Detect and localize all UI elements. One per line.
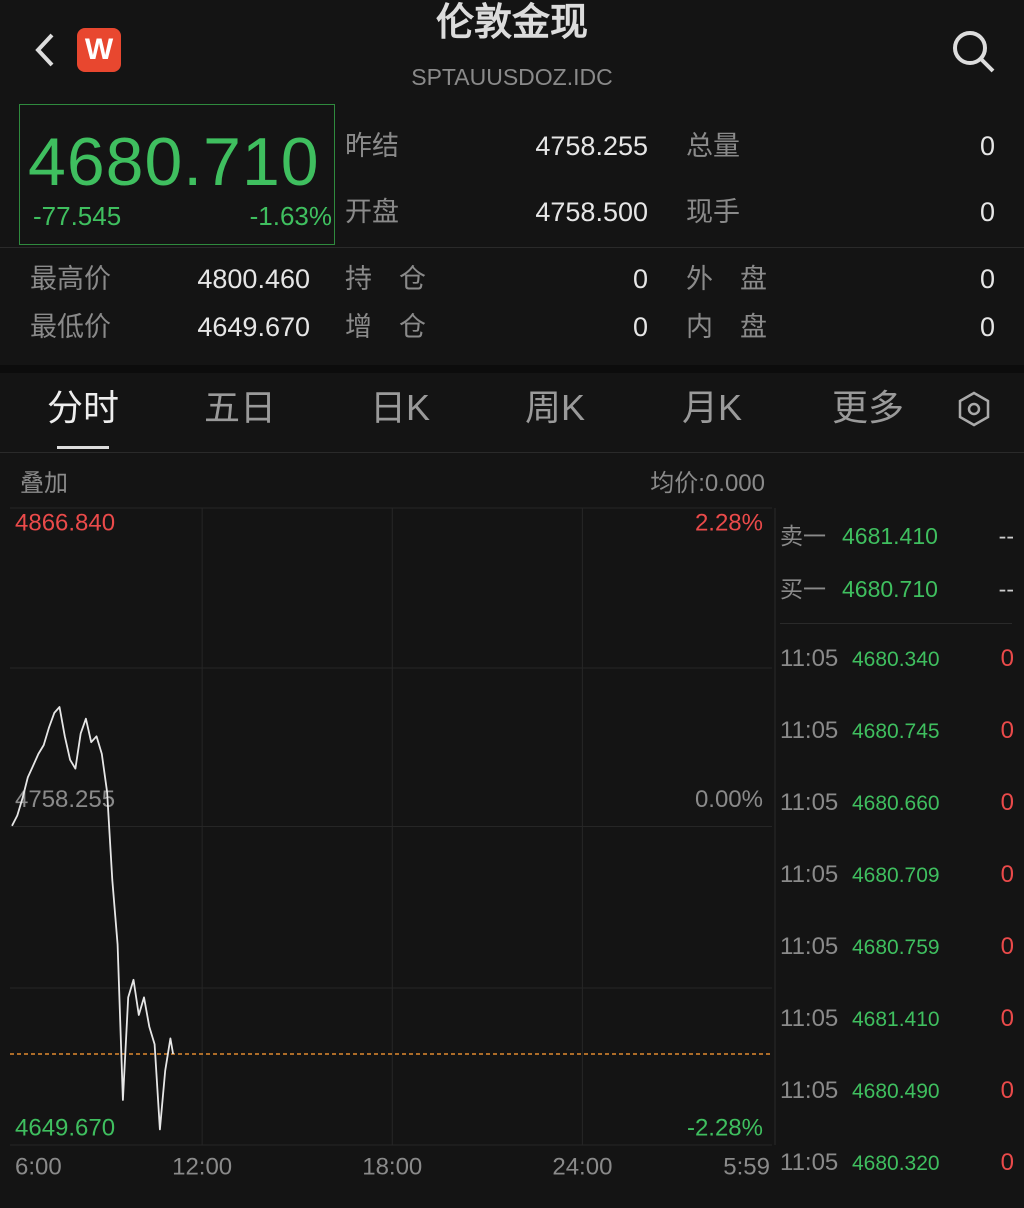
- book-volume: --: [998, 523, 1014, 549]
- stat-label: 现手: [686, 197, 740, 227]
- trade-price: 4680.709: [852, 864, 940, 887]
- stat-value: 0: [979, 264, 995, 294]
- trade-price: 4680.660: [852, 792, 940, 815]
- x-tick-label: 5:59: [723, 1153, 770, 1180]
- trade-price: 4680.759: [852, 936, 940, 959]
- stat-value: 4800.460: [197, 264, 310, 294]
- search-button[interactable]: [950, 28, 998, 76]
- x-tick-label: 24:00: [552, 1153, 612, 1180]
- last-price: 4680.710: [28, 124, 320, 200]
- trade-volume: 0: [1000, 861, 1014, 888]
- stat-value: 0: [632, 312, 648, 342]
- tab[interactable]: 更多: [831, 387, 904, 428]
- change: -77.545: [33, 201, 122, 231]
- x-tick-label: 18:00: [362, 1153, 422, 1180]
- divider: [0, 452, 1024, 453]
- trade-time: 11:05: [780, 717, 839, 744]
- x-tick-label: 6:00: [15, 1153, 62, 1180]
- tab[interactable]: 日K: [369, 387, 430, 428]
- trade-volume: 0: [1000, 645, 1014, 672]
- trade-volume: 0: [1000, 1149, 1014, 1176]
- book-volume: --: [998, 576, 1014, 602]
- stat-value: 0: [979, 197, 995, 227]
- book-label: 卖一: [780, 523, 826, 549]
- title: 伦敦金现: [435, 2, 588, 44]
- stat-value: 4649.670: [197, 312, 310, 342]
- trade-volume: 0: [1000, 1005, 1014, 1032]
- x-tick-label: 12:00: [172, 1153, 232, 1180]
- stat-label: 增 仓: [345, 312, 426, 342]
- book-price: 4681.410: [842, 523, 938, 549]
- trade-time: 11:05: [780, 1005, 839, 1032]
- trade-price: 4680.745: [852, 720, 940, 743]
- trade-price: 4680.490: [852, 1080, 940, 1103]
- subtitle: SPTAUUSDOZ.IDC: [411, 64, 613, 90]
- tab[interactable]: 分时: [46, 387, 119, 428]
- chart: 4866.840 4758.255 4649.670 2.28% 0.00% -2.28%…: [10, 507, 776, 1180]
- stat-value: 0: [632, 264, 648, 294]
- stat-label: 内 盘: [686, 312, 767, 342]
- trade-time: 11:05: [780, 1077, 839, 1104]
- y2-tick-label: 2.28%: [695, 509, 763, 536]
- y-tick-label: 4866.840: [15, 509, 115, 536]
- back-button[interactable]: [30, 30, 60, 70]
- stat-label: 总量: [686, 131, 740, 161]
- trade-volume: 0: [1000, 1077, 1014, 1104]
- trade-time: 11:05: [780, 933, 839, 960]
- stat-label: 昨结: [345, 131, 399, 161]
- trade-price: 4681.410: [852, 1008, 940, 1031]
- stat-value: 4758.255: [535, 131, 648, 161]
- y-tick-label: 4758.255: [15, 786, 115, 813]
- stat-value: 4758.500: [535, 197, 648, 227]
- tab[interactable]: 周K: [524, 387, 585, 428]
- trade-time: 11:05: [780, 1149, 839, 1176]
- trade-volume: 0: [1000, 717, 1014, 744]
- trade-time: 11:05: [780, 645, 839, 672]
- stat-label: 最低价: [30, 312, 111, 342]
- stat-label: 开盘: [345, 197, 399, 227]
- overlay-button[interactable]: 叠加: [20, 470, 68, 497]
- stat-value: 0: [979, 312, 995, 342]
- change-pct: -1.63%: [249, 201, 332, 231]
- trade-volume: 0: [1000, 789, 1014, 816]
- book-price: 4680.710: [842, 576, 938, 602]
- trade-time: 11:05: [780, 789, 839, 816]
- price-line: [11, 706, 174, 1131]
- avg-price: 均价:0.000: [650, 470, 765, 497]
- stat-label: 外 盘: [686, 264, 767, 294]
- trade-price: 4680.320: [852, 1152, 940, 1175]
- y2-tick-label: 0.00%: [695, 786, 763, 813]
- stat-label: 持 仓: [345, 264, 426, 294]
- trade-price: 4680.340: [852, 648, 940, 671]
- book-label: 买一: [780, 576, 826, 602]
- trade-volume: 0: [1000, 933, 1014, 960]
- trade-time: 11:05: [780, 861, 839, 888]
- quote-box: [19, 104, 335, 245]
- divider: [0, 365, 1024, 373]
- tab-indicator: [57, 446, 109, 449]
- app-icon[interactable]: W: [77, 28, 121, 72]
- y2-tick-label: -2.28%: [687, 1114, 763, 1141]
- divider: [0, 247, 1024, 248]
- divider: [780, 623, 1012, 624]
- tab[interactable]: 五日: [203, 387, 276, 428]
- stat-label: 最高价: [30, 264, 111, 294]
- stat-value: 0: [979, 131, 995, 161]
- settings-button[interactable]: [955, 390, 993, 428]
- tab[interactable]: 月K: [681, 387, 742, 428]
- y-tick-label: 4649.670: [15, 1114, 115, 1141]
